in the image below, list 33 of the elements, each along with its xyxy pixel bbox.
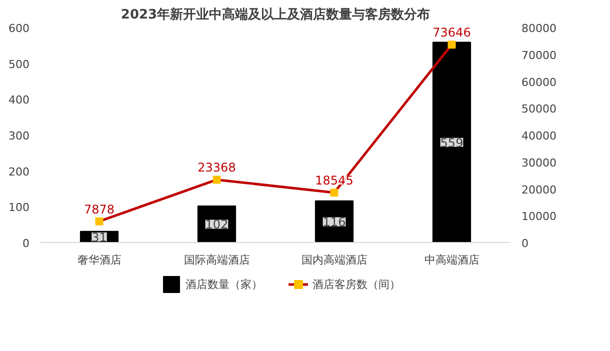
x-tick-label: 奢华酒店: [77, 254, 122, 266]
bar: [314, 200, 354, 242]
y2-tick-label: 50000: [522, 102, 556, 116]
y2-tick-label: 10000: [522, 210, 556, 224]
y2-tick-label: 40000: [522, 130, 556, 142]
data-label: 73646: [432, 26, 471, 40]
data-label: 31: [92, 230, 107, 244]
chart-title: 2023年新开业中高端及以上及酒店数量与客房数分布: [120, 6, 430, 22]
data-label: 559: [440, 136, 464, 150]
y2-tick-label: 80000: [522, 22, 556, 35]
x-tick-label: 国内高端酒店: [301, 254, 368, 266]
y-tick-label: 500: [8, 58, 30, 71]
y2-tick-label: 20000: [522, 183, 556, 196]
data-label: 23368: [198, 160, 236, 175]
y-tick-label: 300: [8, 130, 30, 142]
y2-tick-label: 70000: [522, 48, 556, 62]
y2-tick-label: 0: [522, 237, 528, 250]
legend-label: 酒店客房数（间）: [312, 276, 400, 292]
data-label: 18545: [315, 174, 354, 188]
y-tick-label: 100: [8, 201, 30, 214]
y-tick-label: 600: [8, 22, 30, 35]
y-tick-label: 400: [8, 94, 30, 107]
y2-tick-label: 30000: [522, 156, 556, 170]
bar: [432, 42, 472, 242]
x-tick-label: 国际高端酒店: [184, 254, 250, 266]
x-tick-label: 中高端酒店: [424, 254, 480, 266]
data-label: 116: [322, 215, 346, 230]
y2-tick-label: 60000: [522, 76, 556, 89]
y-tick-label: 200: [8, 165, 30, 178]
data-label: 7878: [84, 202, 115, 216]
legend-label: 酒店数量（家）: [186, 276, 262, 292]
y-tick-label: 0: [22, 237, 30, 250]
data-label: 102: [205, 218, 228, 232]
